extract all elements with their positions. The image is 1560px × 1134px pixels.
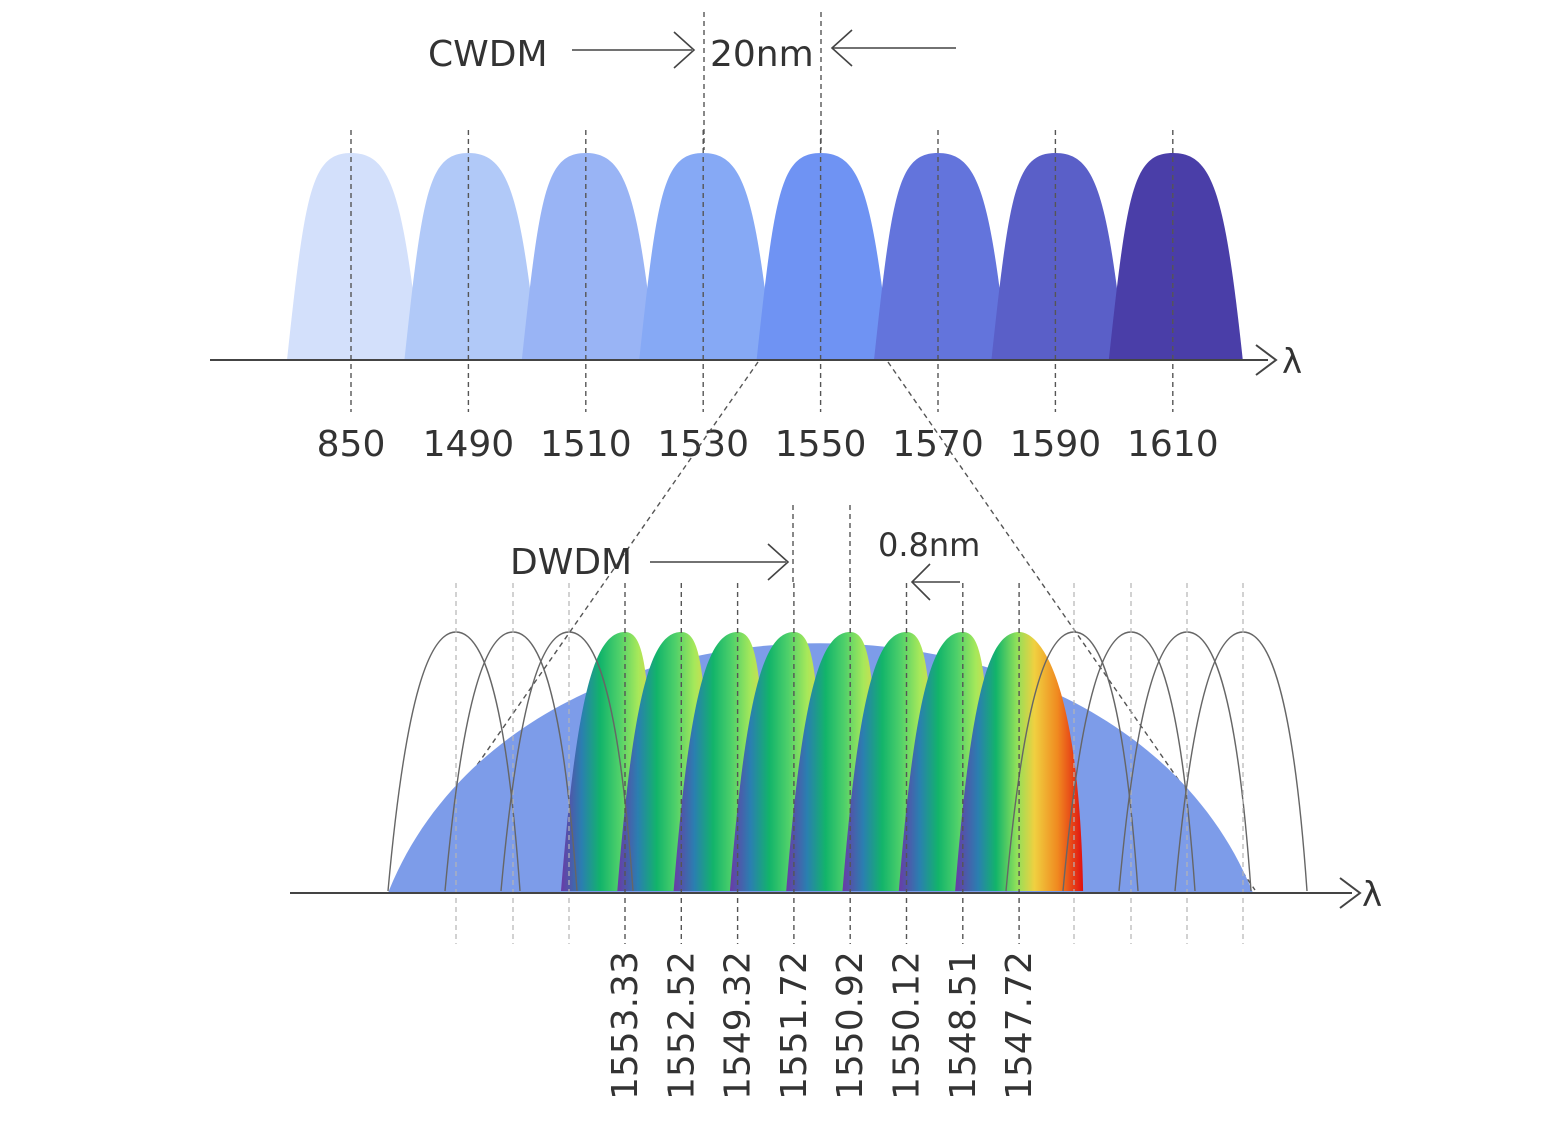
dwdm-label: DWDM (510, 542, 632, 583)
dwdm-channel-label: 1547.72 (999, 951, 1040, 1100)
cwdm-peaks (287, 153, 1243, 360)
dwdm-axis-symbol: λ (1362, 875, 1382, 915)
cwdm-channel-labels: 850 1490 1510 1530 1550 1570 1590 1610 (317, 424, 1219, 465)
dwdm-channel-label: 1551.72 (774, 951, 815, 1100)
cwdm-channel-label: 1610 (1127, 424, 1219, 465)
cwdm-axis-arrowhead (1255, 344, 1278, 376)
dwdm-channel-label: 1550.12 (887, 951, 928, 1100)
cwdm-axis-symbol: λ (1282, 342, 1302, 382)
cwdm-peak-1570 (874, 153, 1008, 360)
dwdm-channel-label: 1553.33 (605, 951, 646, 1100)
cwdm-channel-label: 1530 (657, 424, 749, 465)
cwdm-spacing-label: 20nm (710, 34, 814, 75)
cwdm-peak-850 (287, 153, 421, 360)
cwdm-channel-label: 1590 (1010, 424, 1102, 465)
cwdm-channel-label: 1510 (540, 424, 632, 465)
dwdm-center-lines (624, 505, 1020, 944)
cwdm-channel-label: 850 (317, 424, 386, 465)
dwdm-channel-label: 1549.32 (718, 951, 759, 1100)
dwdm-channel-label: 1552.52 (661, 951, 702, 1100)
dwdm-peak-1547.72 (955, 632, 1084, 891)
dwdm-spacing-label: 0.8nm (878, 526, 980, 564)
cwdm-channel-label: 1550 (775, 424, 867, 465)
cwdm-peak-1490 (404, 153, 539, 360)
cwdm-channel-label: 1570 (892, 424, 984, 465)
dwdm-spacing-arrow-right (910, 563, 960, 601)
cwdm-section: λ CWDM 20nm 850 1490 1510 1530 1550 1570 1590 1… (210, 12, 1302, 465)
cwdm-label: CWDM (428, 34, 548, 75)
cwdm-spacing-arrow-right (830, 29, 956, 67)
dwdm-channel-label: 1548.51 (943, 951, 984, 1100)
cwdm-spacing-arrow-left (572, 31, 696, 69)
cwdm-peak-1550 (756, 153, 891, 360)
cwdm-peak-1590 (991, 153, 1126, 360)
dwdm-peaks (561, 632, 1084, 891)
dwdm-channel-label: 1550.92 (830, 951, 871, 1100)
cwdm-peak-1510 (521, 153, 656, 360)
dwdm-axis-arrowhead (1339, 877, 1362, 909)
dwdm-spacing-arrow-left (650, 543, 790, 581)
dwdm-outline-peaks (387, 583, 1308, 944)
cwdm-channel-label: 1490 (423, 424, 515, 465)
cwdm-peak-1530 (639, 153, 774, 360)
dwdm-channel-labels: 1553.33 1552.52 1549.32 1551.72 1550.92 1550.… (605, 951, 1040, 1100)
cwdm-peak-1610 (1108, 153, 1243, 360)
dwdm-section: λ DWDM 0.8nm 1553.33 1552.52 1549.32 1551.7… (290, 505, 1382, 1100)
cwdm-center-lines (350, 130, 1174, 412)
